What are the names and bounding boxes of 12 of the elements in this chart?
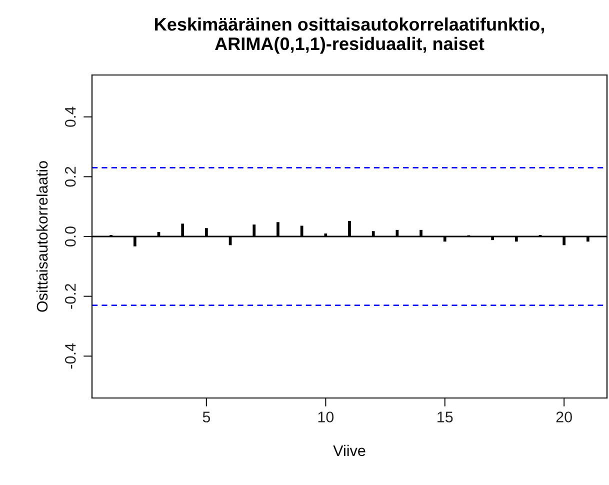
y-axis-title: Osittaisautokorrelaatio xyxy=(36,161,48,312)
x-tick-label: 10 xyxy=(318,412,334,422)
y-tick-label: 0.2 xyxy=(64,166,76,187)
y-tick-label: 0.0 xyxy=(64,226,76,247)
x-tick-label: 20 xyxy=(556,412,572,422)
x-tick-label: 15 xyxy=(438,412,453,422)
y-tick-label: -0.4 xyxy=(64,343,76,369)
y-tick-label: 0.4 xyxy=(64,106,76,127)
chart-title: Keskimääräinen osittaisautokorrelaatifunktio, ARIMA(0,1,1)-residuaalit, naiset xyxy=(155,17,544,54)
y-tick-label: -0.2 xyxy=(64,284,76,309)
x-axis-title: Viive xyxy=(333,444,366,456)
x-tick-label: 5 xyxy=(202,412,210,422)
